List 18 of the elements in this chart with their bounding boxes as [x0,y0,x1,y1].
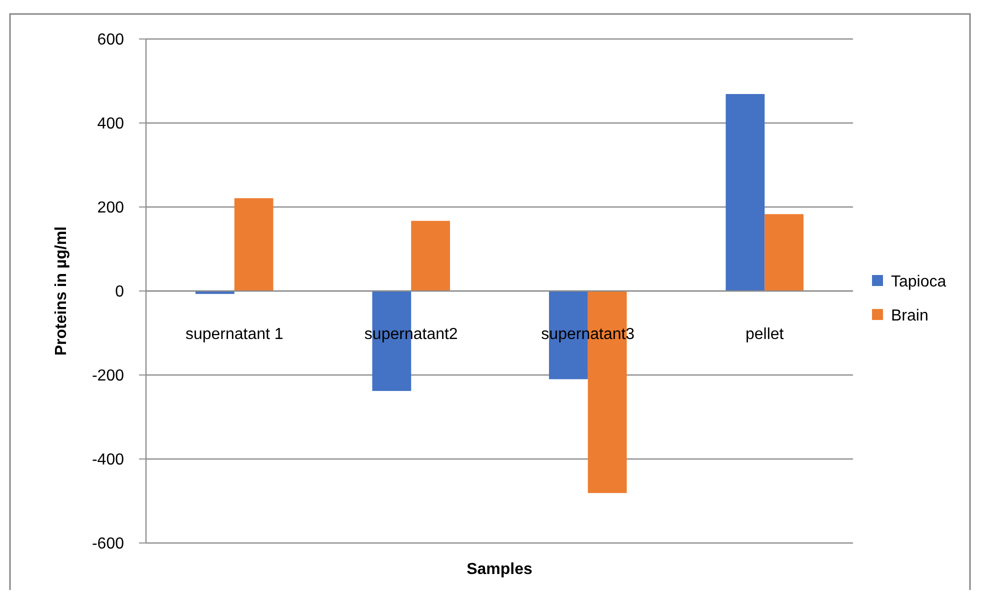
x-axis-title: Samples [466,561,533,578]
bar [764,214,804,291]
x-tick-label: pellet [746,326,784,343]
y-tick-label: -600 [92,536,124,553]
legend-label: Tapioca [891,274,946,291]
y-tick-label: 400 [97,116,124,133]
x-tick-label: supernatant3 [541,326,635,343]
y-tick-label: 0 [115,284,124,301]
y-axis-title: Proteins in µg/ml [53,226,70,356]
bar [411,220,450,291]
y-tick-label: 600 [97,32,124,49]
y-tick-label: 200 [97,200,124,217]
bar [726,94,765,291]
y-tick-label: -400 [92,452,124,469]
legend-label: Brain [891,308,928,325]
y-tick-label: -200 [92,368,124,385]
x-tick-label: supernatant 1 [185,326,284,343]
bar [234,198,274,291]
